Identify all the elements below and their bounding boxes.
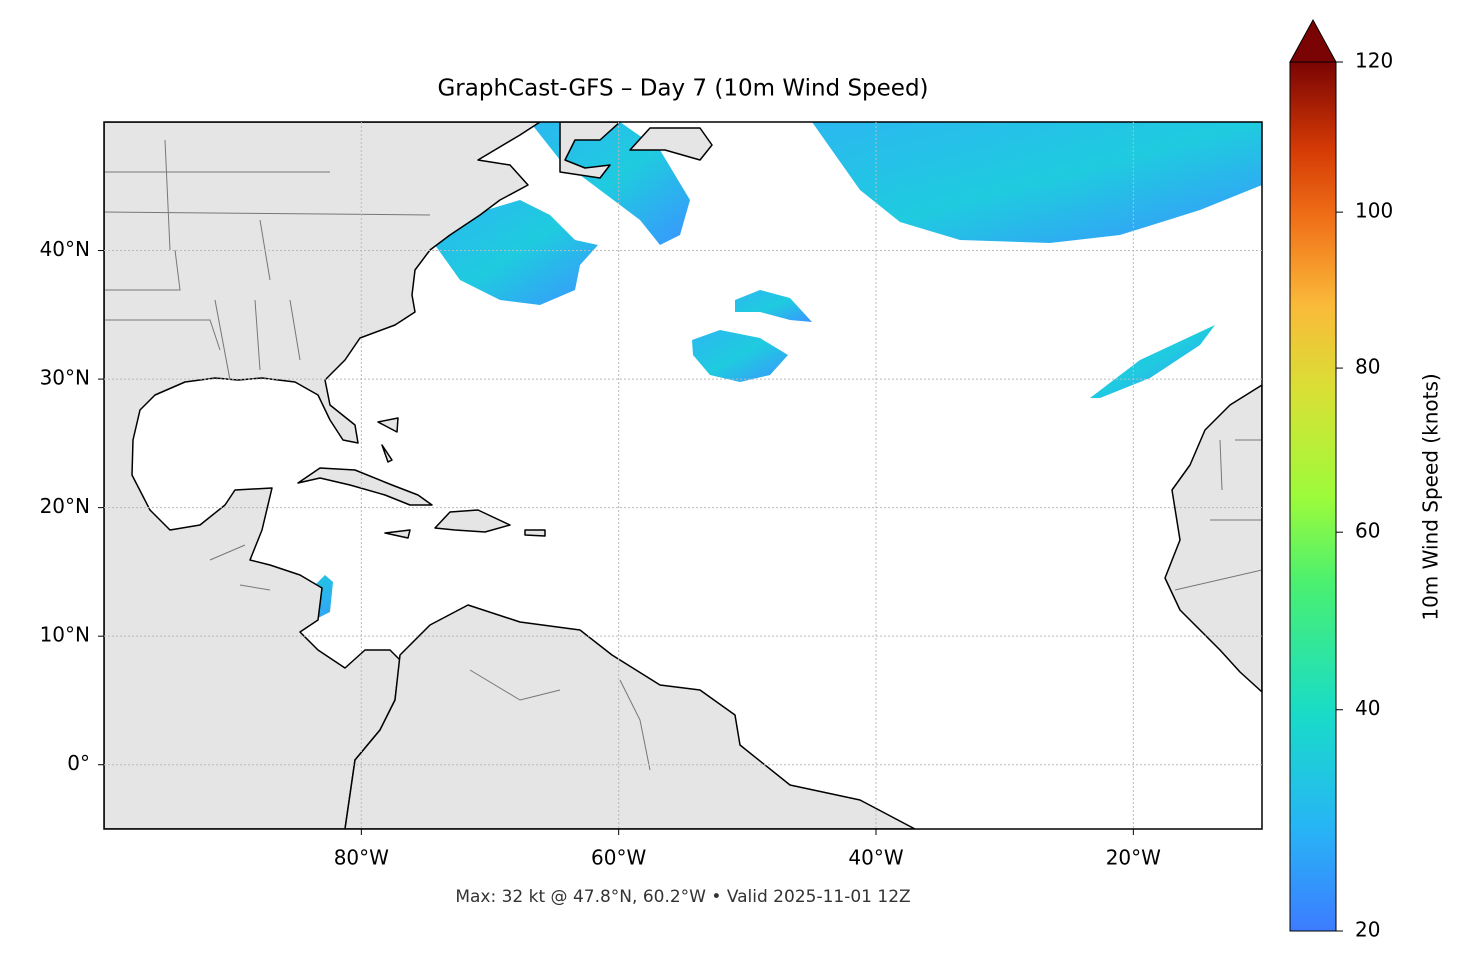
x-tick-label: 40°W bbox=[848, 846, 903, 870]
y-tick-label: 20°N bbox=[40, 494, 90, 518]
colorbar bbox=[1289, 61, 1337, 932]
colorbar-tick-label: 120 bbox=[1355, 49, 1393, 73]
x-tick-label: 60°W bbox=[591, 846, 646, 870]
colorbar-tick-label: 40 bbox=[1355, 696, 1380, 720]
colorbar-label: 10m Wind Speed (knots) bbox=[1419, 373, 1443, 620]
colorbar-extend bbox=[1289, 18, 1337, 63]
land bbox=[104, 122, 541, 829]
colorbar-tick-label: 100 bbox=[1355, 199, 1393, 223]
land bbox=[377, 417, 546, 539]
colorbar-tick-label: 20 bbox=[1355, 918, 1380, 942]
land bbox=[1164, 384, 1262, 693]
x-tick-label: 80°W bbox=[334, 846, 389, 870]
colorbar-tick-label: 60 bbox=[1355, 519, 1380, 543]
y-tick-label: 30°N bbox=[40, 366, 90, 390]
y-tick-label: 40°N bbox=[40, 237, 90, 261]
land bbox=[344, 604, 916, 829]
wind-area bbox=[812, 122, 1262, 243]
map-frame bbox=[103, 121, 1263, 830]
y-tick-label: 0° bbox=[67, 751, 90, 775]
map-footer: Max: 32 kt @ 47.8°N, 60.2°W • Valid 2025… bbox=[455, 887, 910, 907]
wind-area bbox=[735, 290, 812, 322]
land bbox=[559, 122, 713, 179]
map-area bbox=[104, 122, 1262, 829]
land bbox=[297, 467, 433, 506]
wind-area bbox=[692, 330, 788, 382]
wind-area bbox=[1090, 325, 1215, 398]
x-tick-label: 20°W bbox=[1106, 846, 1161, 870]
map-title: GraphCast-GFS – Day 7 (10m Wind Speed) bbox=[437, 76, 928, 102]
wind-area bbox=[530, 122, 690, 245]
y-tick-label: 10°N bbox=[40, 623, 90, 647]
wind-area bbox=[435, 200, 598, 305]
colorbar-tick-label: 80 bbox=[1355, 355, 1380, 379]
border bbox=[104, 139, 1262, 771]
